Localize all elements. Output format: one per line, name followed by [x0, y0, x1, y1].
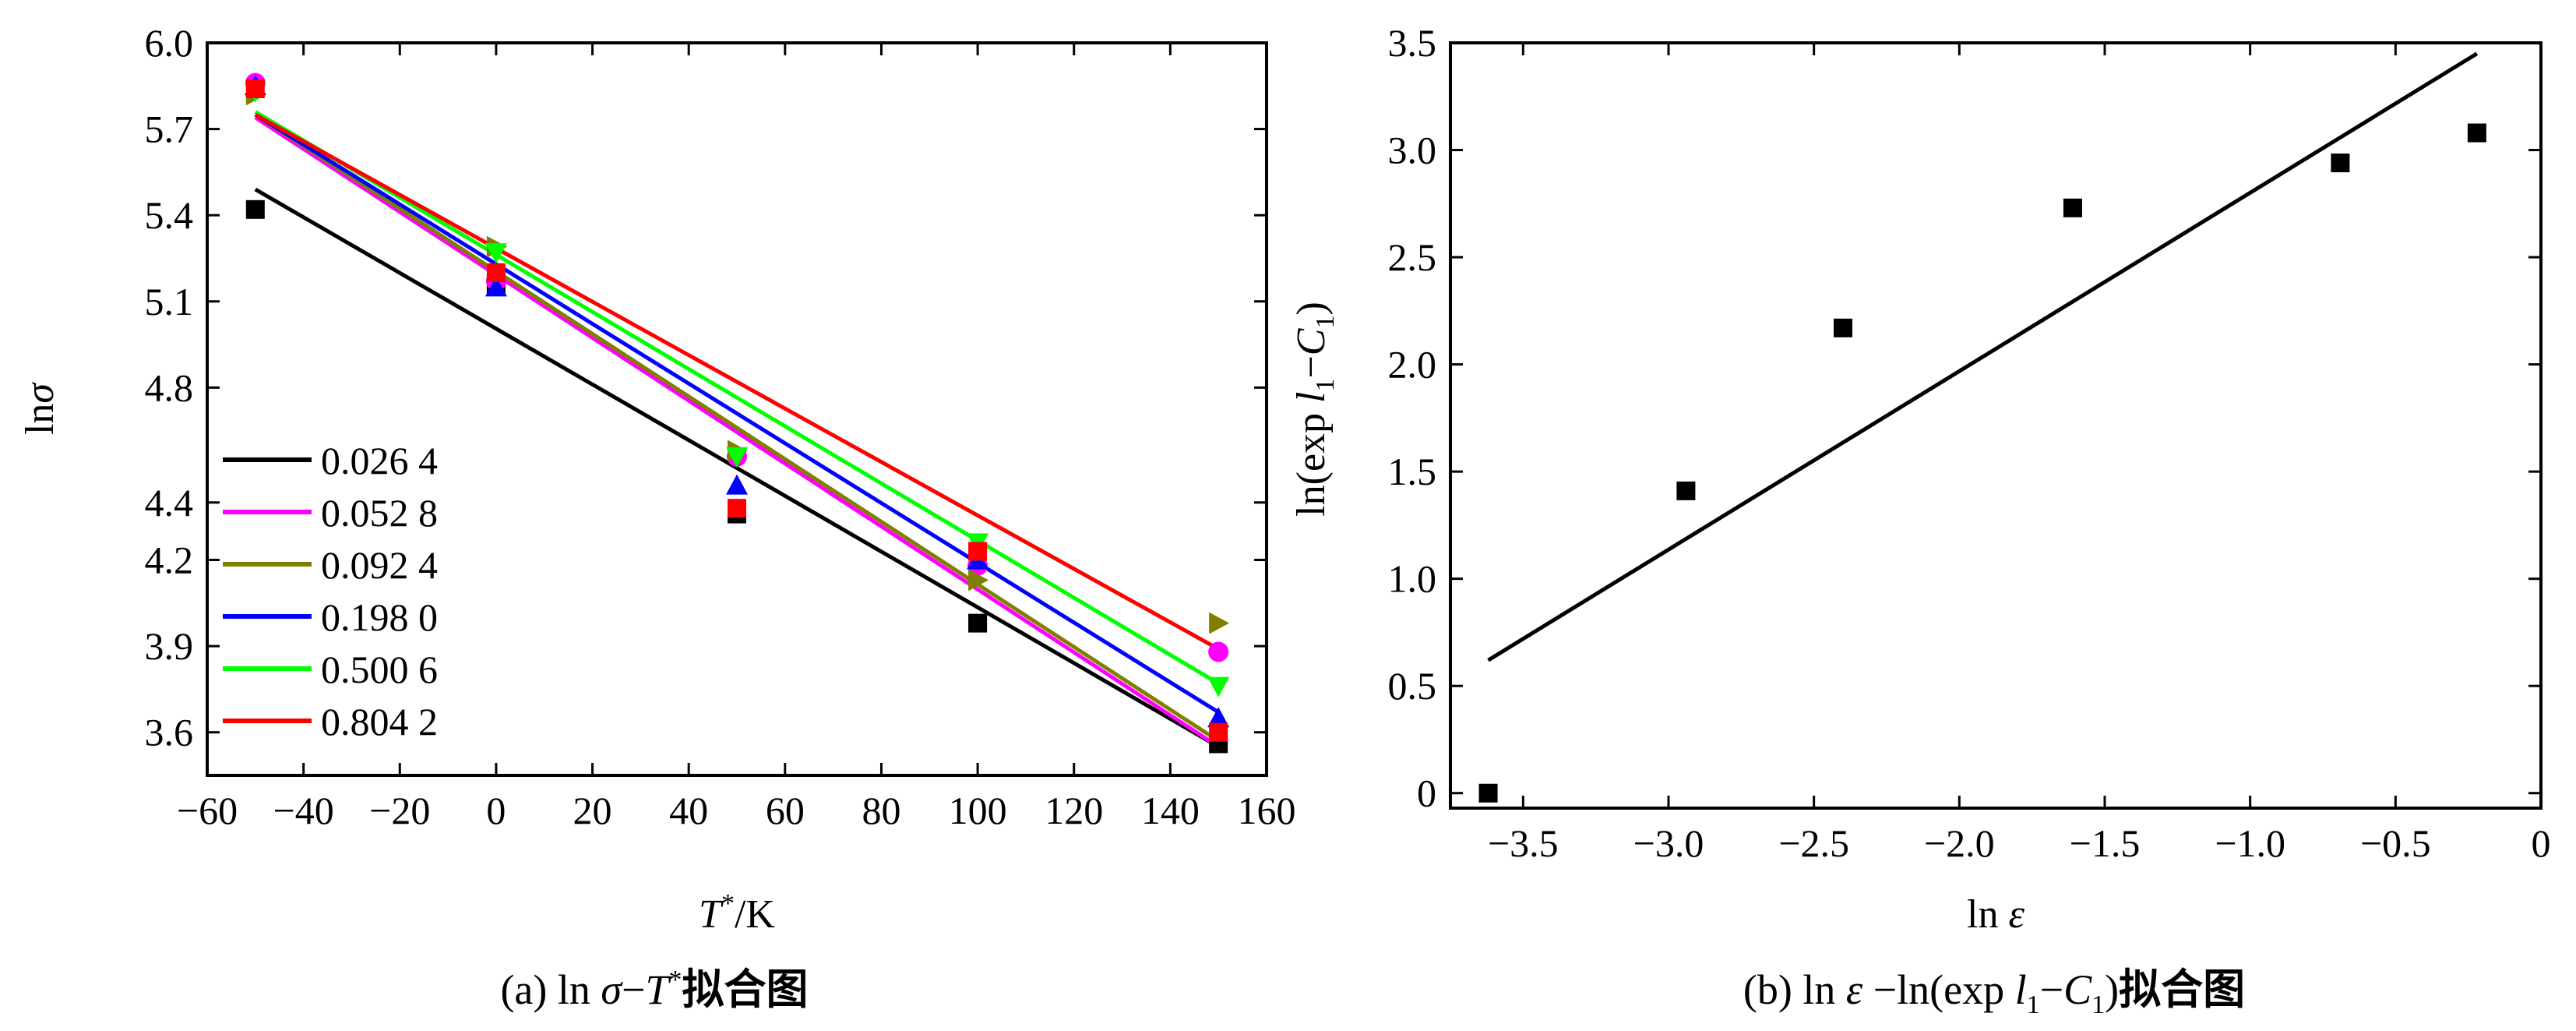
chart-a: −60 −40 −20 0 20 40 60 80 100 120 140 160 3.6 3.9 4.2…	[18, 21, 1296, 1013]
chart-a-points	[244, 72, 1230, 754]
y-tick-label: 4.2	[145, 538, 194, 582]
legend-label: 0.092 4	[321, 543, 438, 587]
x-tick-label: 140	[1141, 789, 1200, 832]
fit-line-0	[254, 187, 1220, 749]
x-tick-label: −1.5	[2070, 821, 2141, 865]
data-point-5-1	[486, 263, 506, 282]
chart-a-legend: 0.026 4 0.052 8 0.092 4 0.198 0 0.500 6 0.804…	[223, 439, 438, 743]
chart-a-y-axis: 3.6 3.9 4.2 4.4 4.8 5.1 5.4 5.7 6.0	[145, 21, 1267, 754]
data-point-5-0	[245, 79, 265, 98]
y-tick-label: 3.9	[145, 624, 194, 668]
y-tick-label: 2.5	[1388, 235, 1437, 279]
data-point-5-2	[728, 499, 746, 518]
x-tick-label: 160	[1238, 789, 1296, 832]
y-tick-label: 5.1	[145, 280, 194, 323]
x-tick-label: −40	[273, 789, 334, 832]
data-point-0-0	[1478, 783, 1498, 803]
x-tick-label: 20	[573, 789, 612, 832]
y-tick-label: 2.0	[1388, 343, 1437, 387]
data-point-0-2	[1834, 318, 1852, 337]
legend-label: 0.198 0	[321, 595, 438, 639]
x-tick-label: 0	[486, 789, 506, 832]
data-point-0-5	[2467, 123, 2486, 143]
chart-b-x-axis: −3.5 −3.0 −2.5 −2.0 −1.5 −1.0 −0.5 0	[1488, 43, 2551, 865]
chart-a-x-axis: −60 −40 −20 0 20 40 60 80 100 120 140 160	[177, 43, 1296, 832]
chart-b-y-axis: 0 0.5 1.0 1.5 2.0 2.5 3.0 3.5	[1388, 21, 2541, 815]
fit-line-1	[254, 115, 1220, 749]
chart-a-x-axis-label: T*/K	[699, 889, 775, 937]
y-tick-label: 6.0	[145, 21, 194, 65]
x-tick-label: 0	[2532, 821, 2551, 865]
x-tick-label: −0.5	[2360, 821, 2431, 865]
data-point-0-1	[1676, 481, 1696, 500]
chart-a-plot-frame	[206, 41, 1268, 777]
y-tick-label: 3.5	[1388, 21, 1437, 65]
y-tick-label: 5.7	[145, 108, 194, 151]
chart-b-x-axis-label: ln ε	[1967, 892, 2025, 937]
y-tick-label: 5.4	[145, 193, 194, 237]
data-point-3-1	[485, 276, 507, 297]
chart-b: −3.5 −3.0 −2.5 −2.0 −1.5 −1.0 −0.5 0 0 0.5 1.0 1.5…	[1289, 21, 2551, 1019]
y-tick-label: 0	[1417, 771, 1436, 815]
fit-line-5	[254, 112, 1220, 651]
y-tick-label: 4.8	[145, 365, 194, 409]
data-point-0-3	[2063, 198, 2082, 217]
chart-a-caption: (a) ln σ−T*拟合图	[500, 966, 808, 1013]
data-point-4-2	[726, 447, 748, 468]
data-point-3-4	[1207, 707, 1230, 728]
legend-label: 0.804 2	[321, 700, 438, 743]
chart-b-plot-frame	[1449, 41, 2543, 810]
data-point-4-4	[1207, 676, 1230, 697]
x-tick-label: −20	[369, 789, 430, 832]
chart-b-caption: (b) ln ε −ln(exp l1−C1)拟合图	[1743, 966, 2245, 1019]
x-tick-label: 40	[669, 789, 708, 832]
legend-label: 0.500 6	[321, 648, 438, 691]
data-point-0-3	[968, 613, 988, 633]
chart-a-fit-lines	[254, 110, 1220, 749]
x-tick-label: 100	[949, 789, 1007, 832]
y-tick-label: 1.5	[1388, 450, 1437, 493]
x-tick-label: −2.0	[1924, 821, 1995, 865]
x-tick-label: −3.0	[1633, 821, 1704, 865]
x-tick-label: 60	[766, 789, 805, 832]
data-point-2-4	[1209, 612, 1230, 634]
fit-line-3	[254, 113, 1220, 715]
y-tick-label: 1.0	[1388, 557, 1437, 601]
y-tick-label: 4.4	[145, 481, 194, 524]
data-point-0-0	[245, 199, 265, 219]
legend-label: 0.026 4	[321, 439, 438, 482]
x-tick-label: −1.0	[2215, 821, 2285, 865]
data-point-4-1	[485, 243, 507, 264]
legend-label: 0.052 8	[321, 491, 438, 535]
y-tick-label: 3.0	[1388, 129, 1437, 172]
x-tick-label: −3.5	[1488, 821, 1559, 865]
data-point-2-3	[968, 569, 989, 591]
x-tick-label: 80	[862, 789, 900, 832]
fit-line-0	[1487, 51, 2479, 662]
chart-b-fit-line	[1487, 51, 2479, 662]
fit-line-4	[254, 110, 1220, 686]
y-tick-label: 3.6	[145, 711, 194, 754]
y-tick-label: 0.5	[1388, 664, 1437, 708]
chart-a-y-axis-label: lnσ	[18, 382, 62, 435]
data-point-3-2	[726, 474, 748, 495]
data-point-5-3	[968, 542, 988, 561]
data-point-1-4	[1208, 641, 1229, 662]
chart-b-y-axis-label: ln(exp l1−C1)	[1289, 302, 1340, 517]
x-tick-label: −2.5	[1778, 821, 1849, 865]
chart-b-points	[1478, 123, 2486, 803]
data-point-0-4	[2331, 154, 2350, 173]
x-tick-label: 120	[1045, 789, 1103, 832]
fit-line-2	[254, 113, 1220, 743]
data-point-5-4	[1209, 722, 1228, 742]
x-tick-label: −60	[177, 789, 238, 832]
